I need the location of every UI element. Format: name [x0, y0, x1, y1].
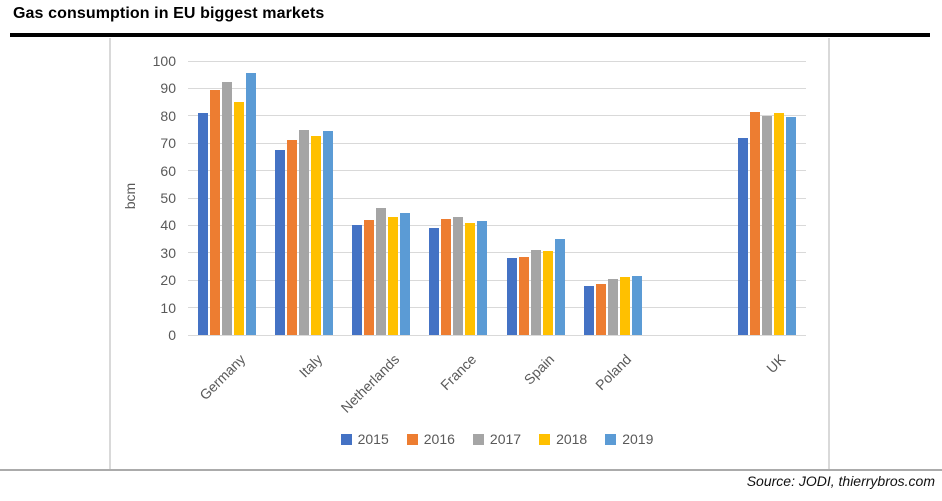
- right-border-line: [828, 38, 830, 469]
- bar-netherlands-2018: [388, 217, 399, 335]
- bar-italy-2018: [310, 136, 321, 335]
- bar-france-2015: [429, 228, 440, 335]
- y-tick-label-30: 30: [160, 244, 176, 261]
- gridline-20: [188, 279, 806, 281]
- y-tick-label-90: 90: [160, 80, 176, 97]
- legend: 2015 2016 2017 2018 2019: [188, 429, 806, 449]
- bar-poland-2018: [619, 277, 630, 335]
- bar-italy-2017: [298, 129, 309, 335]
- gridline-50: [188, 197, 806, 199]
- y-tick-label-80: 80: [160, 107, 176, 124]
- bar-netherlands-2017: [376, 207, 387, 335]
- gridline-90: [188, 87, 806, 89]
- gridline-80: [188, 115, 806, 117]
- gridline-40: [188, 224, 806, 226]
- y-tick-label-0: 0: [168, 327, 176, 343]
- y-tick-label-100: 100: [152, 53, 176, 69]
- bar-germany-2019: [245, 73, 256, 335]
- bar-france-2017: [453, 217, 464, 335]
- source-note: Source: JODI, thierrybros.com: [746, 473, 935, 489]
- bar-germany-2016: [209, 89, 220, 335]
- gridline-60: [188, 170, 806, 172]
- chart-title: Gas consumption in EU biggest markets: [13, 5, 325, 22]
- bar-poland-2015: [583, 285, 594, 335]
- legend-item-2017: 2017: [472, 431, 522, 447]
- title-underline-rule: [10, 33, 930, 37]
- legend-swatch-2016: [406, 433, 418, 445]
- bar-spain-2019: [554, 239, 565, 335]
- y-tick-label-50: 50: [160, 190, 176, 206]
- legend-item-2016: 2016: [406, 431, 455, 447]
- bar-france-2016: [441, 218, 452, 335]
- legend-label-2015: 2015: [357, 431, 389, 447]
- gridline-100: [188, 60, 806, 62]
- bar-uk-2017: [762, 115, 773, 335]
- bar-uk-2015: [738, 137, 749, 335]
- bar-italy-2015: [274, 150, 285, 335]
- gridline-30: [188, 252, 806, 254]
- bar-uk-2019: [786, 117, 797, 335]
- bar-poland-2017: [607, 278, 618, 335]
- gridline-0: [188, 334, 806, 336]
- gridline-10: [188, 307, 806, 309]
- y-tick-label-70: 70: [160, 135, 176, 152]
- bar-netherlands-2015: [352, 225, 363, 335]
- bar-uk-2016: [750, 111, 761, 335]
- y-tick-label-40: 40: [160, 217, 176, 234]
- legend-swatch-2015: [340, 433, 352, 445]
- legend-swatch-2018: [539, 433, 551, 445]
- y-axis-title: bcm: [122, 182, 138, 210]
- legend-label-2018: 2018: [556, 431, 588, 447]
- bar-italy-2019: [322, 130, 333, 335]
- legend-swatch-2017: [472, 433, 484, 445]
- bar-netherlands-2019: [400, 213, 411, 335]
- legend-label-2019: 2019: [622, 431, 654, 447]
- bar-spain-2017: [530, 250, 541, 335]
- bar-spain-2018: [542, 251, 553, 335]
- legend-label-2017: 2017: [489, 431, 522, 447]
- bar-spain-2016: [518, 256, 529, 335]
- x-category-label-uk: UK: [763, 351, 789, 377]
- left-border-line: [109, 38, 111, 469]
- gridline-70: [188, 142, 806, 144]
- y-tick-label-20: 20: [160, 272, 176, 289]
- bar-italy-2016: [286, 140, 297, 335]
- bar-germany-2018: [233, 102, 244, 335]
- legend-item-2018: 2018: [539, 431, 587, 447]
- bar-france-2019: [477, 221, 488, 335]
- y-tick-label-10: 10: [160, 299, 176, 316]
- bar-poland-2016: [595, 284, 606, 335]
- bar-france-2018: [465, 222, 476, 335]
- legend-item-2019: 2019: [605, 431, 653, 447]
- bar-spain-2015: [506, 258, 517, 335]
- y-tick-label-60: 60: [160, 162, 176, 179]
- bottom-border-line: [0, 469, 942, 471]
- bar-poland-2019: [631, 276, 642, 335]
- legend-item-2015: 2015: [340, 431, 389, 447]
- bar-netherlands-2016: [364, 219, 375, 335]
- legend-swatch-2019: [605, 433, 617, 445]
- bar-germany-2015: [197, 113, 208, 335]
- legend-label-2016: 2016: [423, 431, 455, 447]
- bar-uk-2018: [774, 113, 785, 335]
- bar-germany-2017: [221, 81, 232, 335]
